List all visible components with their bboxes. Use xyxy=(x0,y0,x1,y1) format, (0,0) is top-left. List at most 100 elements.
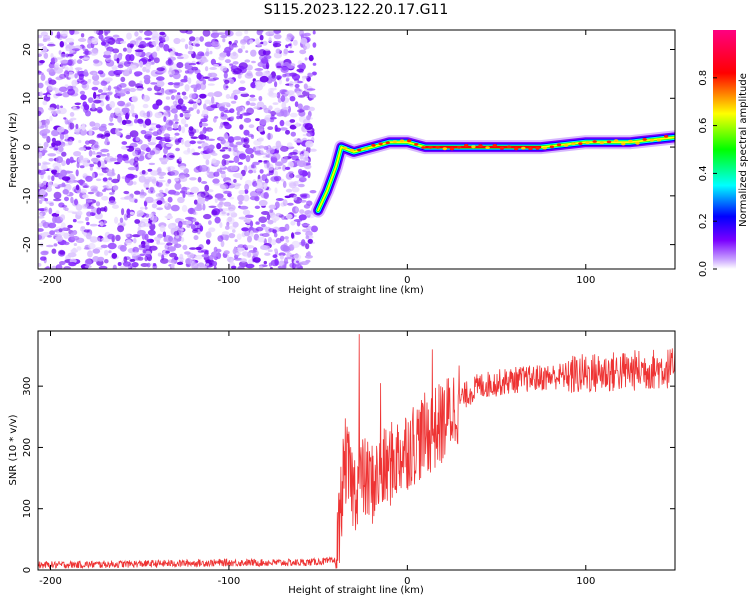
noise-blob xyxy=(244,183,250,191)
noise-blob xyxy=(197,250,204,253)
noise-blob xyxy=(183,75,188,82)
noise-blob xyxy=(187,194,195,197)
noise-blob xyxy=(109,192,115,195)
noise-blob xyxy=(188,93,196,99)
noise-blob xyxy=(133,156,139,163)
noise-blob xyxy=(124,160,131,164)
noise-blob xyxy=(239,113,243,120)
noise-blob xyxy=(178,175,186,178)
noise-blob xyxy=(55,93,63,97)
noise-blob xyxy=(38,34,43,39)
noise-blob xyxy=(156,67,165,72)
noise-blob xyxy=(89,121,96,127)
noise-blob xyxy=(216,168,223,173)
noise-blob xyxy=(122,261,131,267)
noise-blob xyxy=(188,107,194,111)
noise-blob xyxy=(310,148,317,152)
noise-blob xyxy=(59,133,65,140)
noise-blob xyxy=(81,123,86,131)
noise-blob xyxy=(236,111,240,116)
noise-blob xyxy=(164,188,169,194)
noise-blob xyxy=(255,226,264,232)
noise-blob xyxy=(79,165,85,169)
noise-blob xyxy=(240,258,248,263)
noise-blob xyxy=(154,92,163,96)
noise-blob xyxy=(124,119,132,124)
noise-blob xyxy=(79,90,85,95)
noise-blob xyxy=(289,244,294,251)
noise-blob xyxy=(221,102,231,106)
noise-blob xyxy=(134,199,138,203)
noise-blob xyxy=(60,53,67,58)
noise-blob xyxy=(208,128,213,132)
noise-blob xyxy=(145,69,150,73)
ridge-bead xyxy=(449,147,455,151)
noise-blob xyxy=(152,263,157,267)
noise-blob xyxy=(296,260,299,264)
noise-blob xyxy=(214,216,221,224)
noise-blob xyxy=(72,247,77,254)
noise-blob xyxy=(162,231,167,238)
y-tick-label: -20 xyxy=(22,236,33,252)
y-tick-label: 20 xyxy=(22,43,33,56)
noise-blob xyxy=(168,236,174,242)
colorbar-label: Normalized spectral amplitude xyxy=(738,73,749,227)
noise-blob xyxy=(81,57,91,60)
ridge-bead xyxy=(464,144,469,147)
noise-blob xyxy=(126,111,130,118)
noise-blob xyxy=(115,234,121,242)
ridge-bead xyxy=(371,143,376,147)
noise-blob xyxy=(284,223,290,231)
noise-blob xyxy=(38,92,41,96)
noise-blob xyxy=(163,133,171,138)
ridge-bead xyxy=(599,141,604,145)
noise-blob xyxy=(71,79,78,87)
noise-blob xyxy=(134,119,138,124)
noise-blob xyxy=(147,168,153,172)
noise-blob xyxy=(253,181,258,187)
noise-blob xyxy=(293,263,303,269)
noise-blob xyxy=(180,38,186,43)
noise-blob xyxy=(202,152,211,160)
noise-blob xyxy=(76,220,84,224)
noise-blob xyxy=(147,229,156,236)
noise-blob xyxy=(293,194,298,201)
noise-blob xyxy=(169,252,178,258)
noise-blob xyxy=(177,196,185,204)
noise-blob xyxy=(69,156,74,164)
noise-blob xyxy=(291,155,299,161)
noise-blob xyxy=(305,140,314,148)
noise-blob xyxy=(194,254,203,260)
noise-blob xyxy=(160,141,166,148)
noise-blob xyxy=(51,137,57,143)
noise-blob xyxy=(65,53,70,58)
noise-blob xyxy=(285,78,289,82)
noise-blob xyxy=(121,141,128,145)
noise-blob xyxy=(224,59,231,64)
noise-blob xyxy=(178,220,183,229)
noise-blob xyxy=(236,233,242,240)
noise-blob xyxy=(112,185,119,191)
noise-blob xyxy=(243,129,250,136)
noise-blob xyxy=(77,38,87,42)
colorbar-tick-label: 0.4 xyxy=(698,165,709,181)
noise-blob xyxy=(143,181,150,189)
noise-blob xyxy=(245,263,255,269)
noise-blob xyxy=(296,220,301,227)
noise-blob xyxy=(300,33,307,37)
colorbar-tick-label: 0.0 xyxy=(698,261,709,277)
x-tick-label: -100 xyxy=(218,275,241,286)
noise-blob xyxy=(299,153,304,160)
noise-blob xyxy=(287,202,294,206)
noise-blob xyxy=(229,63,234,66)
noise-blob xyxy=(176,56,184,60)
noise-blob xyxy=(201,129,205,135)
noise-blob xyxy=(74,73,78,79)
noise-blob xyxy=(247,133,254,138)
noise-blob xyxy=(180,118,187,125)
noise-blob xyxy=(41,46,48,53)
noise-blob xyxy=(41,128,51,134)
noise-blob xyxy=(201,181,208,184)
x-tick-label: 0 xyxy=(404,576,410,587)
noise-blob xyxy=(39,213,43,217)
